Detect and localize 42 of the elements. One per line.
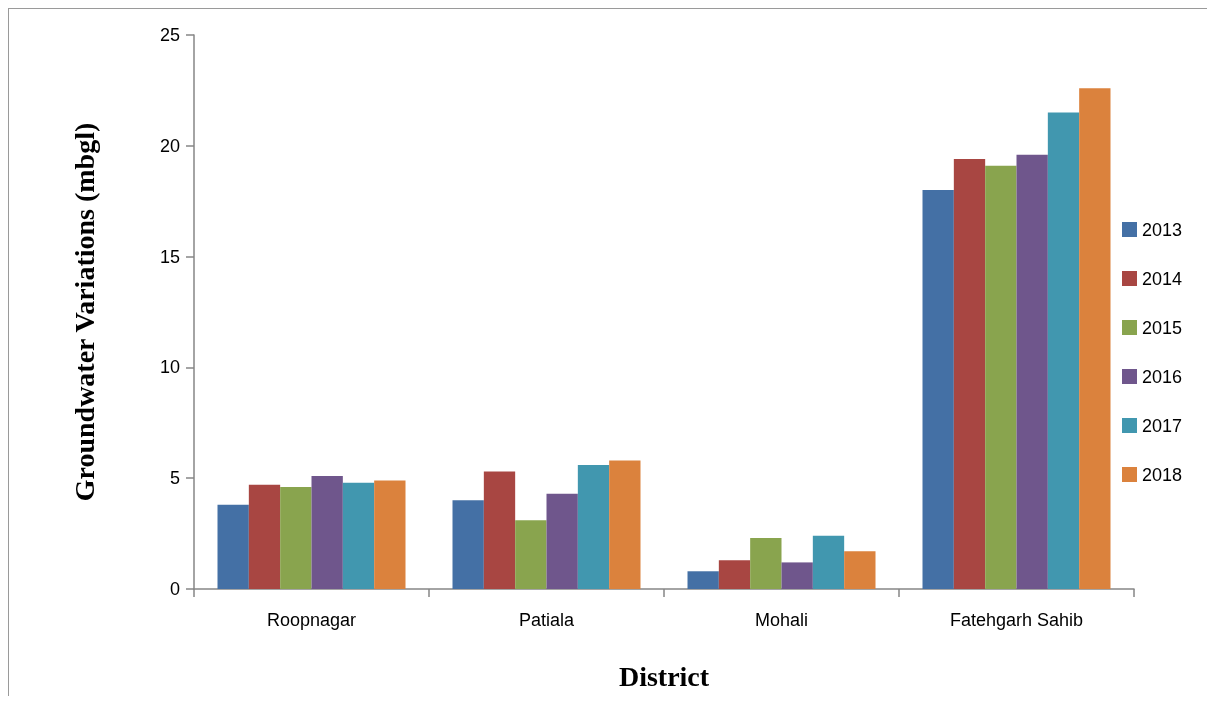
- y-tick-label: 5: [169, 468, 180, 489]
- y-tick-label: 15: [159, 246, 180, 267]
- legend-label: 2018: [1142, 464, 1183, 485]
- legend-label: 2016: [1142, 366, 1183, 387]
- y-tick-label: 10: [159, 357, 180, 378]
- y-tick-label: 0: [169, 579, 180, 599]
- legend-label: 2015: [1142, 317, 1183, 338]
- bar: [750, 538, 782, 589]
- y-axis-title: Groundwater Variations (mbgl): [68, 122, 100, 502]
- bar: [483, 471, 516, 589]
- x-axis-title: District: [618, 660, 710, 692]
- bar: [248, 484, 281, 589]
- bar: [718, 560, 751, 589]
- bar: [311, 475, 343, 589]
- legend-label: 2013: [1142, 219, 1183, 240]
- bar: [781, 562, 813, 589]
- x-tick-label: Roopnagar: [266, 610, 357, 630]
- bar: [217, 504, 249, 589]
- bar: [1047, 112, 1080, 589]
- bar: [280, 487, 312, 589]
- bar: [374, 480, 406, 589]
- x-tick-label: Fatehgarh Sahib: [949, 610, 1084, 630]
- legend-label: 2017: [1142, 415, 1183, 436]
- bar: [687, 571, 719, 589]
- bar: [922, 190, 954, 589]
- x-tick-label: Patiala: [518, 610, 575, 630]
- x-tick-label: Mohali: [754, 610, 809, 630]
- bar: [953, 159, 986, 589]
- bar: [1079, 88, 1111, 589]
- bar: [1016, 154, 1048, 589]
- bar: [985, 165, 1017, 589]
- legend-label: 2014: [1142, 268, 1183, 289]
- bar: [515, 520, 547, 589]
- y-tick-label: 20: [159, 135, 180, 156]
- y-tick-label: 25: [159, 25, 180, 45]
- bar: [577, 464, 610, 589]
- bar: [609, 460, 641, 589]
- bar: [342, 482, 375, 589]
- bar: [812, 535, 845, 589]
- bar: [844, 551, 876, 589]
- bar: [546, 493, 578, 589]
- bar: [452, 500, 484, 589]
